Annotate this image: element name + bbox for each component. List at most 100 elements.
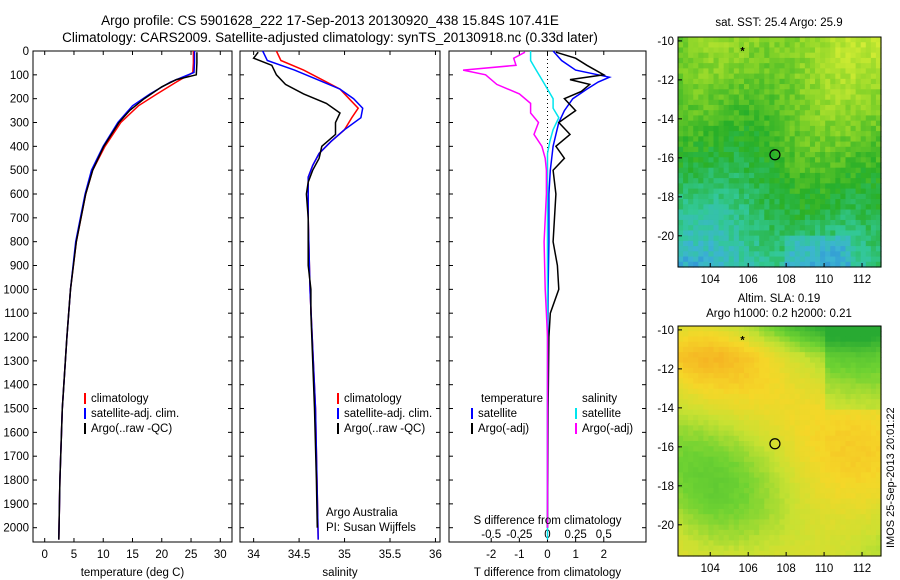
sst-map-cell — [860, 183, 867, 190]
sst-map-cell — [789, 256, 796, 263]
sla-map-cell — [830, 524, 836, 531]
sla-map-cell — [845, 514, 852, 521]
salinity-xtick-label: 34.5 — [288, 549, 310, 561]
sla-map-cell — [815, 508, 821, 515]
sst-map-cell — [809, 63, 816, 69]
sst-map-cell — [855, 204, 862, 211]
sst-map-cell — [870, 78, 877, 85]
sla-map-cell — [678, 461, 684, 468]
sla-map-cell — [860, 425, 867, 432]
sla-map-cell — [845, 373, 852, 379]
sst-map-cell — [774, 131, 781, 137]
sla-map-cell — [718, 414, 725, 421]
sst-map-cell — [860, 42, 867, 49]
sst-map-cell — [870, 125, 877, 132]
sst-map-cell — [830, 162, 836, 169]
sst-map-cell — [855, 37, 862, 43]
sst-map-cell — [769, 110, 776, 117]
sst-map-cell — [865, 251, 872, 258]
sla-map-cell — [723, 508, 730, 515]
depth-tick-label: 1900 — [3, 499, 29, 511]
sst-map-cell — [678, 73, 684, 80]
sst-map-cell — [774, 183, 781, 190]
sla-map-cell — [794, 540, 801, 547]
sst-map-cell — [738, 125, 745, 132]
sla-map-cell — [728, 467, 735, 473]
sst-map-cell — [693, 157, 699, 164]
sla-map-cell — [855, 393, 862, 400]
sla-map-cell — [738, 498, 745, 505]
sla-map-cell — [794, 441, 801, 447]
sst-map-cell — [759, 157, 765, 164]
sla-map-cell — [749, 535, 755, 541]
sst-map-cell — [845, 141, 852, 148]
sla-map-cell — [779, 409, 786, 416]
sst-map-cell — [784, 57, 791, 64]
sst-map-cell — [683, 152, 689, 158]
sst-map-cell — [825, 78, 831, 85]
temperature-xtick-label: 10 — [97, 549, 110, 561]
sst-map-cell — [870, 235, 877, 242]
sst-map-cell — [794, 162, 801, 169]
sst-map-cell — [835, 99, 841, 106]
sst-map-cell — [769, 219, 776, 226]
sst-map-cell — [809, 141, 816, 148]
sst-map-cell — [728, 63, 735, 69]
sla-map-cell — [815, 399, 821, 406]
sst-map-cell — [749, 141, 755, 148]
sst-map-cell — [683, 99, 689, 106]
sst-map-cell — [713, 141, 720, 148]
sla-map-cell — [774, 498, 781, 505]
sla-map-cell — [693, 409, 699, 416]
sla-map-cell — [865, 514, 872, 521]
sla-map-cell — [855, 446, 862, 453]
sst-map-cell — [713, 120, 720, 127]
sla-map-cell — [794, 367, 801, 374]
sla-map-cell — [698, 545, 704, 552]
sst-map-cell — [815, 57, 821, 64]
sla-map-cell — [799, 331, 806, 338]
sla-map-cell — [835, 331, 841, 338]
sla-map-cell — [845, 404, 852, 411]
sst-map-cell — [774, 68, 781, 75]
sla-map-cell — [723, 488, 730, 494]
sst-map-cell — [815, 172, 821, 179]
sst-map-cell — [840, 261, 847, 268]
sst-map-cell — [743, 225, 750, 232]
sla-map-cell — [815, 362, 821, 369]
sst-map-cell — [779, 115, 786, 122]
sst-map-cell — [870, 136, 877, 143]
sst-map-cell — [738, 183, 745, 190]
sst-map-cell — [799, 167, 806, 174]
sst-map-cell — [809, 131, 816, 137]
sla-map-cell — [688, 378, 694, 385]
sla-map-cell — [794, 477, 801, 484]
sla-map-cell — [784, 341, 791, 348]
sst-map-cell — [799, 152, 806, 158]
sla-map-cell — [860, 451, 867, 458]
sst-map-cell — [723, 256, 730, 263]
sst-map-cell — [804, 225, 811, 232]
sst-map-cell — [850, 199, 857, 205]
sla-map-cell — [815, 352, 821, 358]
sla-map-cell — [693, 493, 699, 500]
sla-map-cell — [728, 341, 735, 348]
sla-map-cell — [835, 467, 841, 473]
sst-map-cell — [860, 68, 867, 75]
sla-map-cell — [754, 472, 760, 479]
sst-map-cell — [779, 57, 786, 64]
sst-map-cell — [774, 115, 781, 122]
sst-map-cell — [845, 240, 852, 247]
sla-map-cell — [693, 362, 699, 369]
sst-map-cell — [769, 240, 776, 247]
sst-map-cell — [830, 209, 836, 216]
sla-map-cell — [835, 535, 841, 541]
sla-map-cell — [759, 393, 765, 400]
sla-map-cell — [855, 524, 862, 531]
sla-map-cell — [804, 488, 811, 494]
sst-map-cell — [678, 136, 684, 143]
sst-map-cell — [779, 84, 786, 90]
sla-map-cell — [860, 446, 867, 453]
sla-map-cell — [825, 383, 831, 390]
sst-map-cell — [718, 104, 725, 111]
